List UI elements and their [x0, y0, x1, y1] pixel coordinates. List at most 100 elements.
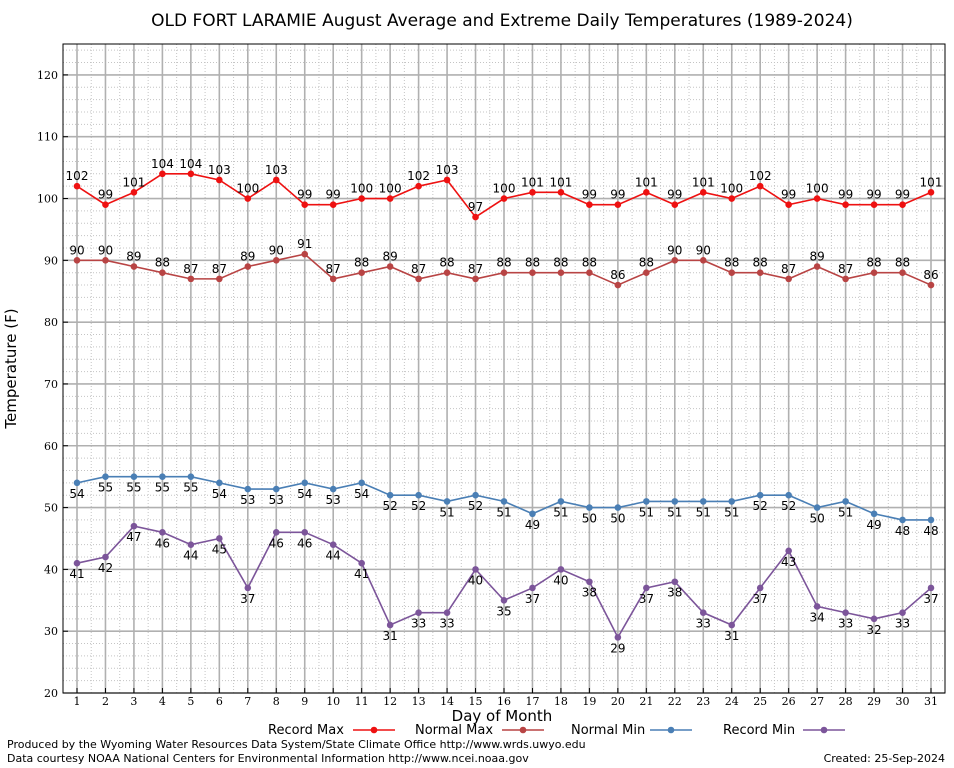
data-point-record-min	[472, 566, 479, 573]
data-label-record-min: 33	[696, 617, 711, 631]
x-tick-label: 15	[469, 695, 483, 708]
data-point-normal-min	[443, 498, 451, 505]
data-point-normal-max	[73, 257, 81, 264]
data-label-record-min: 34	[809, 610, 824, 624]
data-label-normal-max: 90	[69, 243, 84, 257]
data-point-normal-max	[329, 275, 337, 283]
data-label-normal-min: 51	[439, 505, 454, 519]
data-point-normal-min	[500, 498, 508, 505]
data-point-record-min	[102, 553, 109, 561]
data-label-record-max: 101	[549, 175, 572, 189]
data-label-record-min: 37	[639, 592, 654, 606]
data-point-record-min	[728, 621, 736, 629]
data-point-normal-max	[671, 257, 679, 264]
data-point-record-max	[216, 176, 223, 184]
footer-data-courtesy: Data courtesy NOAA National Centers for …	[7, 752, 529, 765]
data-point-record-max	[272, 176, 280, 184]
data-point-normal-max	[130, 263, 138, 270]
data-label-record-max: 99	[297, 188, 312, 202]
data-point-normal-min	[130, 473, 138, 480]
data-label-normal-min: 51	[838, 505, 853, 519]
data-label-record-max: 103	[208, 163, 231, 177]
data-point-record-max	[586, 201, 593, 209]
data-point-record-min	[927, 584, 935, 592]
data-point-normal-min	[842, 498, 849, 505]
data-point-record-min	[500, 596, 508, 604]
y-tick-label: 30	[44, 625, 58, 638]
data-label-record-min: 46	[155, 536, 170, 550]
data-label-normal-max: 87	[468, 262, 483, 276]
x-tick-label: 6	[216, 695, 223, 708]
data-point-record-min	[614, 634, 622, 641]
data-label-normal-max: 87	[411, 262, 426, 276]
data-point-normal-min	[643, 498, 650, 505]
data-point-normal-min	[785, 491, 792, 499]
x-tick-label: 24	[725, 695, 739, 708]
data-label-record-max: 99	[667, 188, 682, 202]
data-point-record-min	[187, 541, 195, 548]
data-point-record-min	[529, 584, 536, 592]
data-label-normal-min: 51	[553, 505, 568, 519]
series-record-max: 102 99 101 104 104 103 100 103 99 99 100 100 102 103 9…	[66, 157, 942, 221]
data-label-record-min: 38	[582, 586, 597, 600]
data-label-normal-max: 89	[240, 250, 255, 264]
data-point-record-max	[728, 195, 736, 202]
data-point-normal-max	[842, 275, 849, 283]
data-point-normal-max	[500, 269, 508, 276]
data-label-normal-max: 87	[838, 262, 853, 276]
data-label-record-min: 46	[269, 536, 284, 550]
data-point-record-max	[842, 201, 849, 209]
data-point-record-min	[73, 559, 81, 567]
data-label-record-max: 102	[407, 169, 430, 183]
footer-produced-by: Produced by the Wyoming Water Resources …	[7, 738, 586, 751]
data-point-normal-max	[386, 263, 394, 270]
x-tick-label: 27	[810, 695, 824, 708]
x-tick-label: 4	[159, 695, 166, 708]
data-label-normal-min: 52	[411, 499, 426, 513]
data-point-normal-min	[529, 510, 536, 518]
data-point-record-max	[159, 170, 166, 178]
data-label-normal-min: 49	[525, 518, 540, 532]
data-point-record-min	[415, 609, 422, 616]
x-tick-label: 17	[525, 695, 539, 708]
data-point-normal-max	[358, 269, 365, 276]
y-tick-label: 90	[44, 254, 58, 267]
data-point-record-min	[899, 609, 906, 616]
data-label-normal-max: 87	[326, 262, 341, 276]
data-label-record-max: 101	[635, 175, 658, 189]
data-label-record-min: 37	[240, 592, 255, 606]
data-label-record-min: 43	[781, 555, 796, 569]
chart-title: OLD FORT LARAMIE August Average and Extr…	[151, 11, 853, 31]
data-point-record-max	[614, 201, 622, 209]
data-point-normal-min	[102, 473, 109, 480]
data-point-record-min	[130, 522, 138, 530]
data-label-normal-min: 53	[240, 493, 255, 507]
data-label-record-min: 33	[895, 617, 910, 631]
data-point-record-max	[301, 201, 309, 209]
x-tick-label: 8	[273, 695, 280, 708]
data-label-normal-min: 50	[582, 512, 597, 526]
data-label-normal-max: 89	[126, 250, 141, 264]
data-point-record-min	[756, 584, 764, 592]
x-tick-label: 30	[896, 695, 910, 708]
data-point-record-max	[102, 201, 109, 209]
data-label-record-min: 35	[496, 604, 511, 618]
x-axis-title: Day of Month	[452, 707, 553, 725]
y-axis-title: Temperature (F)	[2, 308, 20, 429]
data-label-record-max: 99	[98, 188, 113, 202]
data-label-normal-min: 53	[269, 493, 284, 507]
data-point-normal-max	[756, 269, 764, 276]
data-point-normal-min	[329, 485, 337, 493]
data-label-record-min: 33	[439, 617, 454, 631]
data-point-normal-min	[415, 491, 422, 499]
data-label-record-min: 32	[866, 623, 881, 637]
data-label-record-min: 44	[326, 549, 341, 563]
data-point-record-min	[870, 615, 878, 623]
data-label-record-min: 33	[411, 617, 426, 631]
legend-marker-record-max	[370, 726, 378, 734]
x-tick-label: 29	[867, 695, 881, 708]
x-tick-label: 3	[130, 695, 137, 708]
data-point-record-min	[586, 578, 593, 586]
data-point-normal-min	[586, 504, 593, 511]
x-tick-label: 14	[440, 695, 454, 708]
